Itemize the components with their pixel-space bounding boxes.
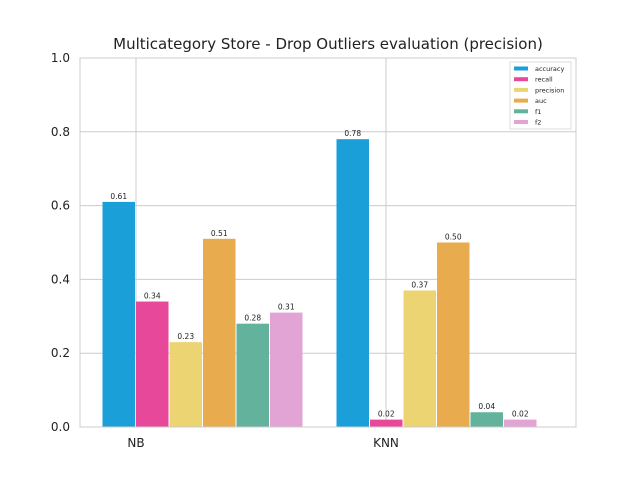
- y-tick-label: 0.2: [51, 346, 70, 360]
- legend: accuracy recall precision auc f1 f2: [509, 61, 572, 130]
- x-tick-label: KNN: [373, 436, 399, 450]
- x-tick-label: NB: [127, 436, 144, 450]
- legend-swatch-auc: [514, 98, 528, 103]
- y-tick-label: 0.4: [51, 272, 70, 286]
- bar-recall-nb: [136, 301, 169, 427]
- bar-accuracy-nb: [102, 201, 135, 427]
- legend-label-precision: precision: [535, 86, 564, 94]
- legend-box: [509, 61, 572, 130]
- bar-value-label: 0.04: [478, 402, 495, 411]
- axes: 0.0 0.2 0.4 0.6 0.8 1.0 NB KNN: [51, 51, 577, 450]
- bar-auc-nb: [203, 238, 236, 427]
- bars: [102, 139, 537, 427]
- bar-value-labels: 0.61 0.34 0.23 0.51 0.28 0.31 0.78 0.02 0.37 0.50…: [110, 129, 528, 418]
- bar-auc-knn: [437, 242, 470, 427]
- bar-precision-knn: [403, 290, 436, 427]
- bar-f1-knn: [470, 412, 503, 427]
- bar-value-label: 0.28: [244, 314, 261, 323]
- bar-value-label: 0.51: [211, 229, 228, 238]
- legend-label-f1: f1: [535, 108, 541, 116]
- bar-value-label: 0.50: [445, 233, 462, 242]
- bar-value-label: 0.02: [378, 410, 395, 419]
- bar-value-label: 0.78: [344, 129, 361, 138]
- legend-label-auc: auc: [535, 97, 547, 105]
- y-tick-label: 0.0: [51, 420, 70, 434]
- bar-f2-knn: [504, 419, 537, 427]
- bar-recall-knn: [370, 419, 403, 427]
- bar-value-label: 0.23: [177, 332, 194, 341]
- bar-f1-nb: [236, 323, 269, 427]
- legend-label-f2: f2: [535, 119, 541, 127]
- legend-label-recall: recall: [535, 76, 553, 84]
- legend-swatch-f1: [514, 109, 528, 114]
- y-tick-label: 0.6: [51, 199, 70, 213]
- legend-swatch-accuracy: [514, 66, 528, 71]
- bar-value-label: 0.31: [278, 303, 295, 312]
- bar-value-label: 0.61: [110, 192, 127, 201]
- legend-swatch-precision: [514, 87, 528, 92]
- y-tick-label: 0.8: [51, 125, 70, 139]
- bar-value-label: 0.34: [144, 292, 161, 301]
- legend-swatch-f2: [514, 120, 528, 124]
- bar-f2-nb: [270, 312, 303, 427]
- legend-swatch-recall: [514, 77, 528, 82]
- y-tick-label: 1.0: [51, 51, 70, 65]
- legend-label-accuracy: accuracy: [535, 65, 564, 73]
- bar-value-label: 0.02: [512, 410, 529, 419]
- bar-value-label: 0.37: [411, 280, 428, 289]
- chart-title: Multicategory Store - Drop Outliers eval…: [113, 35, 543, 53]
- bar-accuracy-knn: [336, 139, 369, 427]
- plot-frame: [79, 57, 577, 428]
- bar-precision-nb: [169, 342, 202, 427]
